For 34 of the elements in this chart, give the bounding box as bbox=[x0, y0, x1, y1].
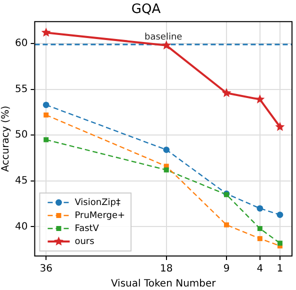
legend-label: VisionZip‡ bbox=[74, 198, 121, 208]
legend-label: ours bbox=[74, 236, 95, 247]
point bbox=[44, 137, 49, 142]
point bbox=[222, 88, 232, 98]
point bbox=[41, 28, 51, 37]
point bbox=[276, 212, 284, 218]
point bbox=[277, 240, 282, 246]
ref-line-label: baseline bbox=[144, 32, 183, 42]
point bbox=[257, 236, 262, 242]
y-tick-label: 55 bbox=[14, 84, 28, 95]
x-tick-label: 36 bbox=[40, 264, 52, 275]
point bbox=[275, 122, 285, 131]
legend-label: FastV bbox=[74, 224, 100, 234]
point bbox=[257, 226, 262, 232]
y-tick-label: 40 bbox=[14, 221, 28, 232]
point bbox=[44, 112, 49, 118]
y-axis-title: Accuracy (%) bbox=[0, 106, 12, 172]
x-tick-label: 4 bbox=[256, 264, 264, 275]
legend-label: PruMerge+ bbox=[74, 210, 126, 221]
chart-title: GQA bbox=[131, 2, 161, 18]
point bbox=[224, 222, 230, 228]
y-tick-label: 60 bbox=[14, 38, 28, 50]
y-tick-label: 45 bbox=[14, 176, 28, 187]
point bbox=[42, 102, 50, 108]
x-axis-title: Visual Token Number bbox=[110, 278, 217, 290]
point bbox=[256, 205, 264, 212]
point bbox=[255, 94, 265, 104]
x-tick-label: 18 bbox=[160, 264, 173, 275]
point bbox=[162, 40, 172, 50]
x-tick-label: 9 bbox=[223, 264, 230, 275]
point bbox=[163, 146, 170, 153]
point bbox=[164, 167, 169, 172]
x-tick-label: 1 bbox=[276, 264, 284, 275]
y-tick-label: 50 bbox=[14, 130, 28, 141]
